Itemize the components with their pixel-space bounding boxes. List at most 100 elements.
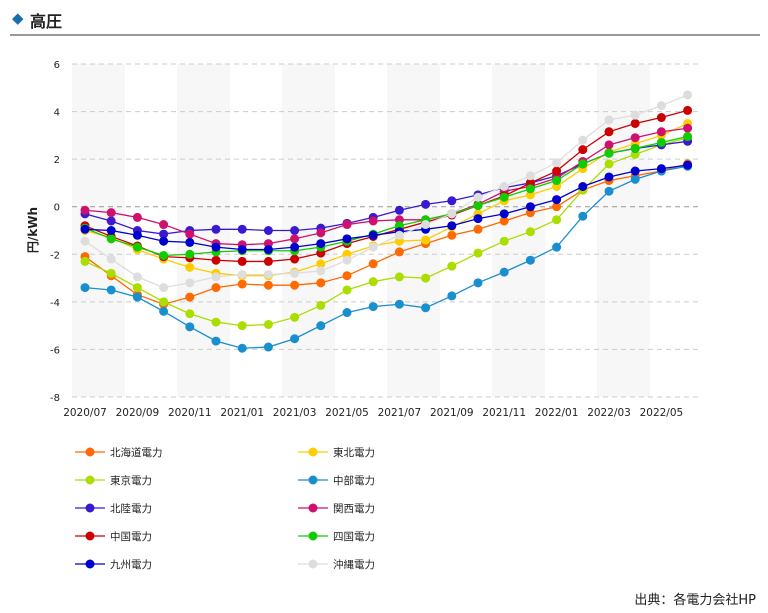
data-point [290,280,300,290]
data-point [237,279,247,289]
data-point [683,160,693,170]
data-point [159,229,169,239]
data-point [421,199,431,209]
data-point [473,278,483,288]
data-point [525,255,535,265]
data-point [106,254,116,264]
y-tick-label: -8 [50,393,60,404]
data-point [132,212,142,222]
legend-marker [308,447,318,457]
data-point [368,230,378,240]
x-tick-label: 2022/03 [587,407,631,419]
data-point [525,171,535,181]
data-point [473,224,483,234]
data-point [185,292,195,302]
data-point [211,317,221,327]
data-point [683,123,693,133]
data-point [132,230,142,240]
data-point [499,267,509,277]
data-point [525,184,535,194]
data-point [106,285,116,295]
data-point [316,259,326,269]
data-point [211,242,221,252]
data-point [263,270,273,280]
data-point [106,268,116,278]
data-point [630,143,640,153]
section-header: ◆ 高圧 [10,6,760,36]
legend-marker [85,559,95,569]
x-tick-label: 2021/05 [325,407,369,419]
data-point [683,105,693,115]
data-point [552,158,562,168]
data-point [185,229,195,239]
data-point [106,226,116,235]
x-tick-label: 2022/05 [640,407,684,419]
y-tick-label: 6 [54,60,60,71]
data-point [185,322,195,332]
data-point [656,101,666,111]
x-tick-label: 2020/09 [116,407,160,419]
data-point [604,140,614,150]
data-point [132,292,142,302]
data-point [368,277,378,287]
data-point [604,115,614,125]
data-point [211,336,221,346]
data-point [211,255,221,265]
data-point [185,309,195,319]
data-point [342,308,352,318]
data-point [316,278,326,288]
data-point [263,256,273,266]
data-point [159,220,169,230]
data-point [368,216,378,226]
data-point [656,164,666,174]
legend-marker [308,559,318,569]
data-point [578,145,588,155]
data-point [421,303,431,313]
legend-marker [85,447,95,457]
legend-marker [85,475,95,485]
data-point [237,343,247,353]
x-tick-label: 2021/11 [482,407,526,419]
data-point [630,110,640,120]
y-axis-label: 円/kWh [26,207,40,253]
y-tick-label: -6 [50,345,60,356]
data-point [185,249,195,259]
x-tick-label: 2020/07 [63,407,107,419]
data-point [132,272,142,282]
data-point [263,342,273,352]
x-tick-label: 2020/11 [168,407,212,419]
data-point [211,224,221,234]
data-point [237,270,247,280]
data-point [604,172,614,182]
data-point [525,202,535,212]
x-tick-label: 2021/09 [430,407,474,419]
data-point [630,133,640,143]
data-point [604,159,614,169]
series-line [84,122,688,277]
data-point [552,166,562,176]
legend-marker [308,475,318,485]
legend-label: 関西電力 [333,502,375,515]
data-point [421,273,431,283]
data-point [159,306,169,316]
data-point [159,250,169,260]
section-title: 高圧 [30,12,63,31]
legend-label: 四国電力 [333,530,375,543]
legend-label: 北海道電力 [110,446,163,459]
data-point [394,272,404,282]
data-point [290,254,300,264]
data-point [552,176,562,186]
source-note: 出典：各電力会社HP [634,593,756,608]
data-point [604,148,614,158]
data-point [473,248,483,258]
data-point [185,278,195,288]
x-tick-label: 2021/01 [220,407,264,419]
legend-label: 中部電力 [333,474,375,487]
data-point [185,237,195,247]
data-point [578,181,588,191]
data-point [342,234,352,244]
series-line [84,127,688,246]
data-point [132,283,142,293]
data-point [80,224,90,234]
